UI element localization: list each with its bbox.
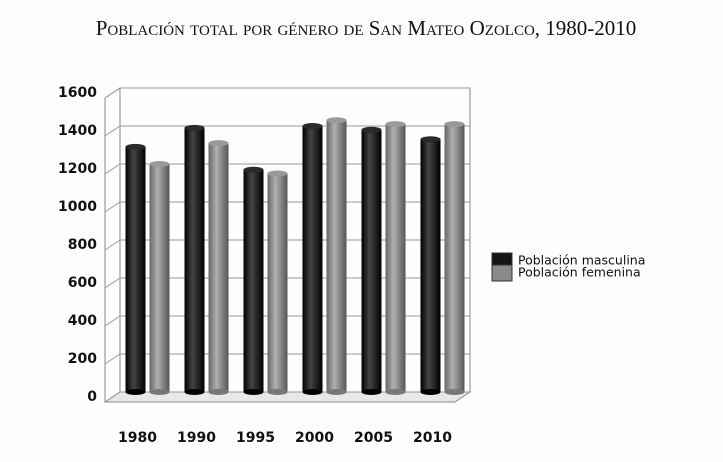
bar-cap bbox=[243, 166, 264, 173]
bar bbox=[444, 124, 465, 392]
bar-cap bbox=[420, 136, 441, 143]
y-tick-label: 1600 bbox=[58, 85, 97, 101]
x-tick-label: 1995 bbox=[236, 430, 275, 446]
bar bbox=[243, 169, 264, 392]
bar-base bbox=[125, 389, 146, 395]
y-tick-label: 200 bbox=[68, 351, 97, 367]
bar-cap bbox=[125, 143, 146, 150]
bar-cap bbox=[208, 140, 229, 147]
bar bbox=[361, 129, 382, 393]
y-tick-label: 1400 bbox=[58, 123, 97, 139]
bar-base bbox=[385, 389, 406, 395]
bar-cap bbox=[326, 117, 347, 124]
bar-base bbox=[361, 389, 382, 395]
x-tick-label: 2005 bbox=[354, 430, 393, 446]
bar-base bbox=[184, 389, 205, 395]
bar-base bbox=[326, 389, 347, 395]
bar-cap bbox=[184, 124, 205, 131]
grid-line bbox=[104, 391, 121, 403]
bar-base bbox=[267, 389, 288, 395]
bar-cap bbox=[361, 126, 382, 133]
y-tick-label: 600 bbox=[68, 275, 97, 291]
bar bbox=[267, 173, 288, 392]
legend-swatch bbox=[491, 264, 513, 282]
grid-line bbox=[104, 163, 121, 175]
x-tick-label: 1980 bbox=[118, 430, 157, 446]
y-tick-label: 400 bbox=[68, 313, 97, 329]
bar-base bbox=[444, 389, 465, 395]
bar-cap bbox=[267, 170, 288, 177]
grid-line bbox=[104, 239, 121, 251]
grid-line bbox=[104, 353, 121, 365]
bar-base bbox=[243, 389, 264, 395]
bar-cap bbox=[149, 161, 170, 167]
y-tick-label: 800 bbox=[68, 237, 97, 253]
grid-line bbox=[104, 315, 121, 327]
bar-base bbox=[149, 389, 170, 395]
grid-line bbox=[104, 87, 121, 99]
bar bbox=[149, 164, 170, 392]
bar-base bbox=[302, 389, 323, 395]
x-tick-label: 2000 bbox=[295, 430, 334, 446]
grid-line bbox=[104, 201, 121, 213]
bar bbox=[208, 143, 229, 392]
y-tick-label: 1000 bbox=[58, 199, 97, 215]
bar-cap bbox=[385, 121, 406, 128]
x-tick-label: 1990 bbox=[177, 430, 216, 446]
y-tick-label: 1200 bbox=[58, 161, 97, 177]
bar-base bbox=[420, 389, 441, 395]
x-tick-label: 2010 bbox=[413, 430, 452, 446]
bar-cap bbox=[444, 121, 465, 128]
legend-label: Población femenina bbox=[518, 265, 641, 280]
bar-base bbox=[208, 389, 229, 395]
bar bbox=[184, 127, 205, 393]
grid-line bbox=[104, 277, 121, 289]
chart-title: Población total por género de San Mateo … bbox=[96, 16, 637, 40]
bar bbox=[125, 146, 146, 392]
bar bbox=[420, 139, 441, 392]
bar bbox=[302, 126, 323, 392]
bar bbox=[385, 124, 406, 392]
bar-cap bbox=[302, 123, 323, 129]
y-tick-label: 0 bbox=[87, 389, 97, 405]
legend-label: Población masculina bbox=[518, 253, 645, 268]
grid-line bbox=[104, 125, 121, 137]
bar bbox=[326, 120, 347, 393]
